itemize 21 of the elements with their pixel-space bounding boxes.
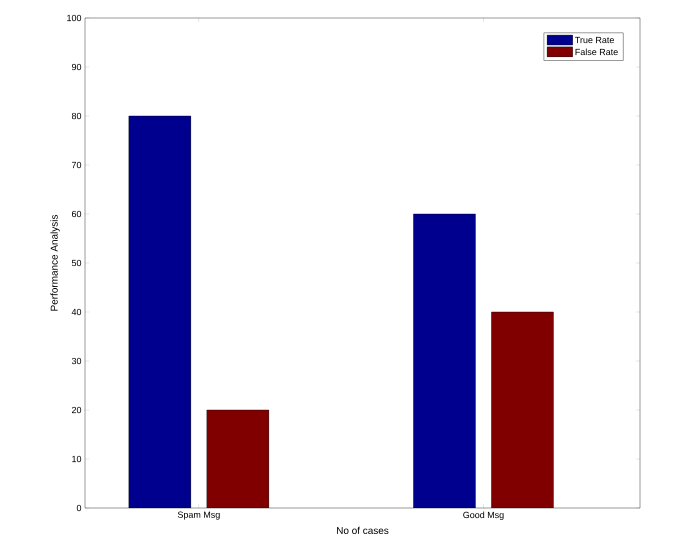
y-tick-label: 20 — [72, 406, 82, 414]
y-tick-label: 40 — [72, 308, 82, 316]
bar — [206, 410, 270, 508]
y-tick-label: 100 — [67, 14, 82, 22]
x-tick-label: Spam Msg — [178, 512, 220, 520]
y-tick-label: 90 — [72, 64, 82, 70]
y-tick-label: 60 — [72, 210, 82, 218]
x-axis-title: No of cases — [337, 526, 388, 534]
y-tick-label: 0 — [76, 504, 82, 512]
y-tick-label: 50 — [72, 260, 82, 266]
bar — [128, 116, 192, 508]
bar — [491, 312, 554, 508]
legend-label: False Rate — [576, 48, 618, 56]
y-tick-label: 70 — [72, 162, 82, 168]
x-tick-label: Good Msg — [463, 512, 504, 520]
bar — [413, 214, 476, 508]
y-tick-label: 10 — [72, 456, 82, 462]
legend-label: True Rate — [575, 36, 614, 44]
y-tick-label: 80 — [72, 112, 82, 120]
y-tick-label: 30 — [72, 358, 82, 364]
y-axis-title: Performance Analysis — [50, 214, 60, 311]
